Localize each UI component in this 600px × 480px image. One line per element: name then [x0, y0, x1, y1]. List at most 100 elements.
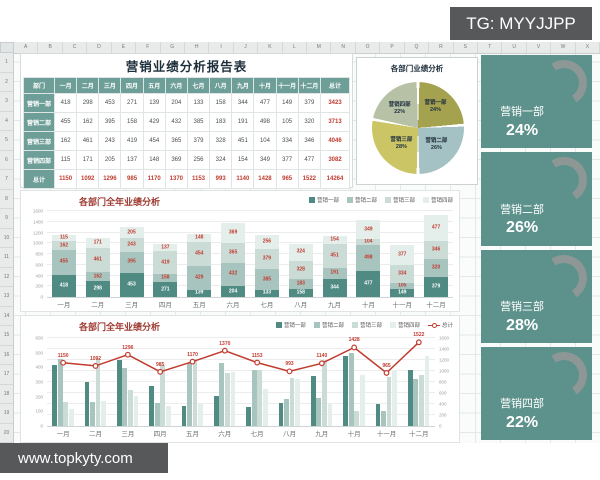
column-header-L[interactable]: L	[283, 42, 308, 53]
row-header-12[interactable]: 12	[0, 268, 13, 287]
table-cell[interactable]: 204	[164, 93, 188, 113]
table-cell[interactable]: 1370	[164, 169, 188, 189]
table-cell[interactable]: 139	[142, 93, 166, 113]
table-header-cell[interactable]: 三月	[98, 77, 122, 94]
column-header-V[interactable]: V	[527, 42, 552, 53]
table-cell[interactable]: 346	[297, 131, 322, 151]
table-cell[interactable]: 158	[120, 112, 144, 132]
row-header-17[interactable]: 17	[0, 365, 13, 385]
table-cell[interactable]: 3082	[320, 150, 350, 170]
gauge-card-26%[interactable]: 营销二部 26%	[481, 152, 592, 246]
column-header-B[interactable]: B	[38, 42, 63, 53]
table-header-cell[interactable]: 十月	[253, 77, 277, 94]
column-header-H[interactable]: H	[185, 42, 210, 53]
row-header-18[interactable]: 18	[0, 385, 13, 404]
row-header-15[interactable]: 15	[0, 326, 13, 346]
table-cell[interactable]: 418	[53, 93, 78, 113]
row-header-16[interactable]: 16	[0, 346, 13, 365]
table-cell[interactable]: 453	[98, 93, 122, 113]
table-cell[interactable]: 162	[76, 112, 100, 132]
row-header-5[interactable]: 5	[0, 131, 13, 151]
column-header-U[interactable]: U	[502, 42, 527, 53]
table-cell[interactable]: 115	[53, 150, 78, 170]
table-row-name[interactable]: 营销四部	[23, 150, 55, 170]
column-header-X[interactable]: X	[576, 42, 600, 53]
column-header-K[interactable]: K	[258, 42, 283, 53]
table-cell[interactable]: 328	[209, 131, 233, 151]
table-cell[interactable]: 183	[209, 112, 233, 132]
table-cell[interactable]: 344	[231, 93, 255, 113]
table-cell[interactable]: 993	[209, 169, 233, 189]
table-cell[interactable]: 385	[186, 112, 211, 132]
column-header-I[interactable]: I	[209, 42, 234, 53]
table-cell[interactable]: 324	[209, 150, 233, 170]
table-header-cell[interactable]: 总计	[320, 77, 350, 94]
row-header-6[interactable]: 6	[0, 151, 13, 170]
table-cell[interactable]: 1428	[253, 169, 277, 189]
table-row-name[interactable]: 总计	[23, 169, 55, 189]
row-header-8[interactable]: 8	[0, 190, 13, 209]
table-cell[interactable]: 965	[275, 169, 299, 189]
pie-chart-panel[interactable]: 各部门业绩分析 营销一部 24% 营销二部 26% 营销三部 28% 营销四部 22%	[356, 57, 478, 185]
column-header-F[interactable]: F	[136, 42, 161, 53]
table-header-cell[interactable]: 十二月	[297, 77, 322, 94]
table-cell[interactable]: 133	[186, 93, 211, 113]
table-cell[interactable]: 349	[253, 150, 277, 170]
column-header-A[interactable]: A	[14, 42, 39, 53]
table-header-cell[interactable]: 四月	[120, 77, 144, 94]
gauge-card-22%[interactable]: 营销四部 22%	[481, 346, 592, 440]
table-cell[interactable]: 432	[164, 112, 188, 132]
table-cell[interactable]: 105	[275, 112, 299, 132]
table-cell[interactable]: 1170	[142, 169, 166, 189]
column-header-M[interactable]: M	[307, 42, 332, 53]
table-cell[interactable]: 1296	[98, 169, 122, 189]
table-cell[interactable]: 455	[53, 112, 78, 132]
table-cell[interactable]: 1140	[231, 169, 255, 189]
row-header-19[interactable]: 19	[0, 404, 13, 424]
table-header-cell[interactable]: 九月	[231, 77, 255, 94]
stacked-bar-chart-panel[interactable]: 各部门全年业绩分析 营销一部 营销二部 营销三部 营销四部 0 200 400 600 800…	[20, 190, 460, 312]
row-header-7[interactable]: 7	[0, 170, 13, 190]
table-cell[interactable]: 154	[231, 150, 255, 170]
table-cell[interactable]: 320	[297, 112, 322, 132]
table-cell[interactable]: 104	[253, 131, 277, 151]
table-cell[interactable]: 256	[186, 150, 211, 170]
report-table[interactable]: 部门 一月 二月 三月 四月 五月 六月 七月 八月 九月 十月 十一月 十二月 总计 营销一部 418 298…	[23, 77, 350, 189]
table-cell[interactable]: 419	[120, 131, 144, 151]
column-header-W[interactable]: W	[551, 42, 576, 53]
column-header-E[interactable]: E	[112, 42, 137, 53]
combo-chart-panel[interactable]: 各部门全年业绩分析 营销一部 营销二部 营销三部 营销四部 总计 0 100 200 300 4…	[20, 315, 460, 443]
row-header-11[interactable]: 11	[0, 248, 13, 268]
column-header-C[interactable]: C	[63, 42, 88, 53]
table-cell[interactable]: 395	[98, 112, 122, 132]
table-cell[interactable]: 498	[253, 112, 277, 132]
table-cell[interactable]: 1153	[186, 169, 211, 189]
table-cell[interactable]: 1522	[297, 169, 322, 189]
table-header-cell[interactable]: 六月	[164, 77, 188, 94]
table-cell[interactable]: 477	[297, 150, 322, 170]
table-cell[interactable]: 985	[120, 169, 144, 189]
row-header-4[interactable]: 4	[0, 112, 13, 131]
table-header-cell[interactable]: 十一月	[275, 77, 299, 94]
row-header-2[interactable]: 2	[0, 73, 13, 92]
table-cell[interactable]: 461	[76, 131, 100, 151]
row-header-9[interactable]: 9	[0, 209, 13, 229]
column-header-S[interactable]: S	[454, 42, 479, 53]
table-cell[interactable]: 334	[275, 131, 299, 151]
table-cell[interactable]: 191	[231, 112, 255, 132]
table-cell[interactable]: 171	[76, 150, 100, 170]
table-cell[interactable]: 205	[98, 150, 122, 170]
table-header-cell[interactable]: 七月	[186, 77, 211, 94]
table-cell[interactable]: 454	[142, 131, 166, 151]
table-header-cell[interactable]: 二月	[76, 77, 100, 94]
row-header-13[interactable]: 13	[0, 287, 13, 307]
column-header-G[interactable]: G	[161, 42, 185, 53]
table-cell[interactable]: 14264	[320, 169, 350, 189]
column-header-R[interactable]: R	[429, 42, 454, 53]
row-header-14[interactable]: 14	[0, 307, 13, 326]
table-cell[interactable]: 379	[186, 131, 211, 151]
table-cell[interactable]: 379	[297, 93, 322, 113]
table-header-cell[interactable]: 八月	[209, 77, 233, 94]
column-header-N[interactable]: N	[331, 42, 356, 53]
table-cell[interactable]: 4046	[320, 131, 350, 151]
